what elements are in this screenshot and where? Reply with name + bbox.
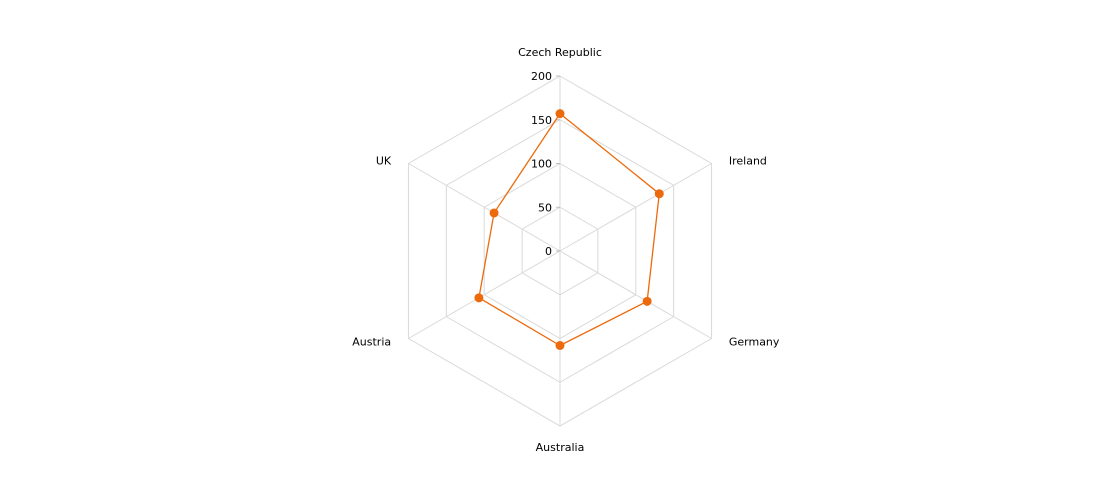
- grid-spoke-1: [559, 163, 712, 252]
- data-point-austria: [474, 293, 484, 303]
- category-label: UK: [376, 155, 392, 168]
- data-point-czech-republic: [555, 109, 565, 119]
- data-point-ireland: [654, 189, 664, 199]
- data-point-uk: [489, 208, 499, 218]
- category-label: Ireland: [729, 155, 767, 168]
- tick-label: 50: [538, 201, 552, 214]
- data-point-germany: [642, 296, 652, 306]
- tick-label: 0: [545, 245, 552, 258]
- category-label: Czech Republic: [518, 46, 602, 59]
- axis-label-layer: Czech Republic Ireland Germany Australia Aus…: [352, 46, 780, 454]
- grid-spoke-2: [559, 250, 712, 339]
- tick-label: 100: [531, 158, 552, 171]
- tick-label-layer: 0 50 100 150 200: [531, 70, 560, 258]
- data-point-australia: [555, 341, 565, 350]
- grid-spoke-4: [408, 250, 561, 339]
- category-label: Australia: [536, 441, 585, 454]
- series-layer: [474, 109, 664, 350]
- tick-label: 200: [531, 70, 552, 83]
- category-label: Austria: [352, 336, 391, 349]
- grid-spoke-5: [408, 163, 561, 252]
- tick-label: 150: [531, 114, 552, 127]
- category-label: Germany: [729, 336, 780, 349]
- series-line: [478, 112, 660, 347]
